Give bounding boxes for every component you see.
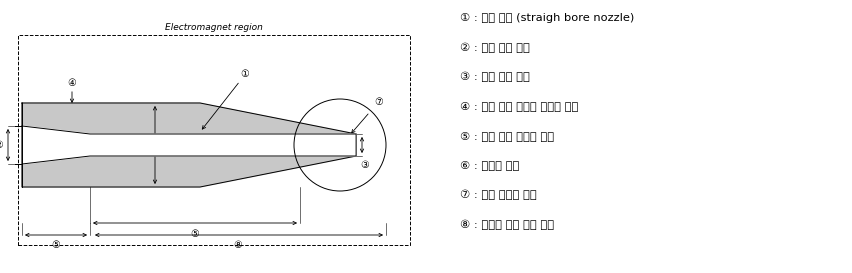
Text: ⑧ : 전자석 내의 노즐 위치: ⑧ : 전자석 내의 노즐 위치 [460, 219, 554, 230]
Text: ⑥ : 노즐의 외경: ⑥ : 노즐의 외경 [460, 161, 520, 171]
Polygon shape [22, 103, 356, 187]
Text: ③ : 노즐 출구 내경: ③ : 노즐 출구 내경 [460, 72, 530, 82]
Text: ① : 노즐 형태 (straigh bore nozzle): ① : 노즐 형태 (straigh bore nozzle) [460, 13, 634, 23]
Text: ⑤ : 노즐 직진 영역의 길이: ⑤ : 노즐 직진 영역의 길이 [460, 131, 554, 141]
Text: ①: ① [240, 69, 250, 79]
Bar [18, 35, 410, 245]
Text: ⑥: ⑥ [161, 140, 170, 150]
Text: ③: ③ [360, 160, 370, 170]
Text: ④ : 노즐 입구 연결부 테이퍼 각도: ④ : 노즐 입구 연결부 테이퍼 각도 [460, 102, 579, 111]
Text: Electromagnet region: Electromagnet region [165, 23, 263, 32]
Text: ② : 노즐 입구 내경: ② : 노즐 입구 내경 [460, 43, 530, 53]
Text: ④: ④ [67, 78, 77, 88]
Text: ⑤: ⑤ [52, 240, 60, 250]
Text: ⑦: ⑦ [375, 97, 383, 107]
Polygon shape [22, 126, 356, 164]
Text: ②: ② [0, 140, 3, 150]
Text: ⑧: ⑧ [233, 240, 242, 250]
Text: ⑦ : 노즐 토출부 각도: ⑦ : 노즐 토출부 각도 [460, 190, 537, 200]
Text: ⑤: ⑤ [191, 229, 199, 239]
